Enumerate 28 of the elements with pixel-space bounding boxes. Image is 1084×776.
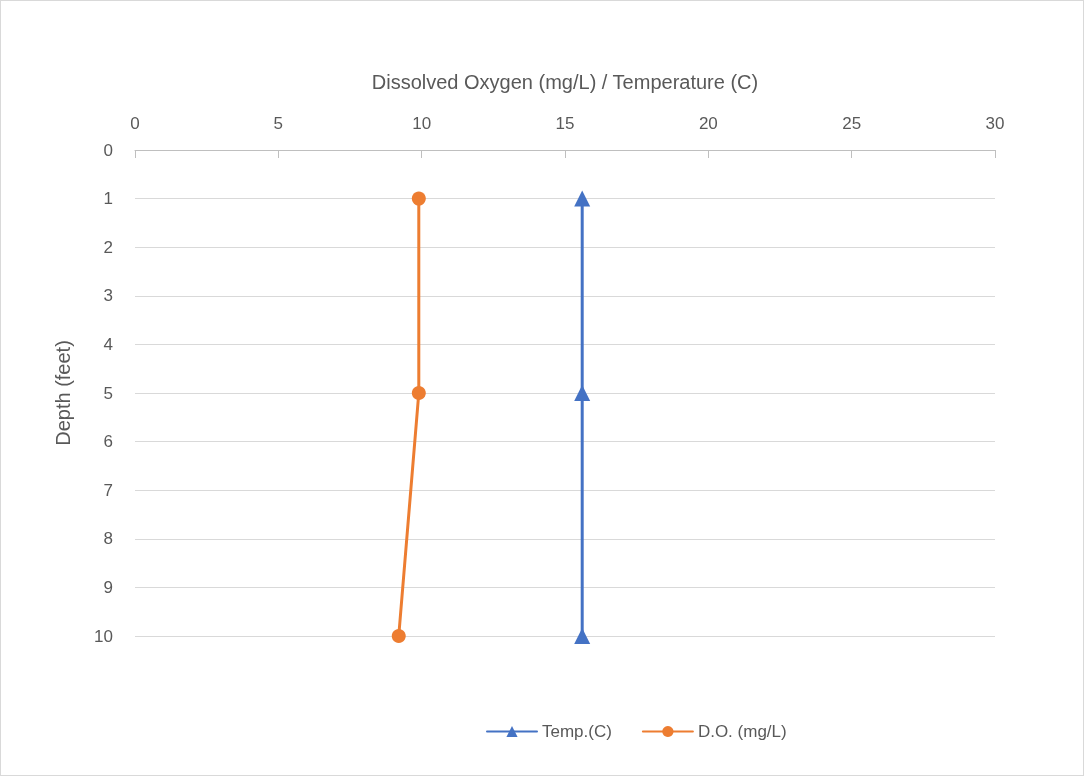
point (574, 190, 591, 207)
y-tick-label: 9 (103, 577, 113, 597)
y-tick-label: 0 (103, 140, 113, 160)
x-tick-label: 20 (698, 114, 718, 133)
y-tick-label: 5 (103, 383, 113, 403)
x-tick-label: 30 (985, 114, 1005, 133)
x-tick-label: 0 (130, 114, 140, 133)
y-tick-label: 3 (103, 286, 113, 306)
y-tick-label: 8 (103, 529, 113, 549)
legend-label: Temp.(C) (542, 722, 612, 741)
y-tick-label: 6 (103, 432, 113, 452)
point (574, 628, 591, 644)
point (411, 191, 426, 206)
y-tick-label: 2 (103, 237, 113, 257)
point (391, 629, 406, 643)
y-tick-label: 4 (103, 334, 113, 354)
x-tick-label: 5 (273, 114, 284, 133)
x-axis-title: Dissolved Oxygen (mg/L) / Temperature (C) (371, 71, 759, 93)
legend-label: D.O. (mg/L) (697, 722, 787, 741)
point (574, 385, 591, 401)
x-tick-label: 15 (555, 114, 575, 133)
y-tick-label: 1 (103, 189, 113, 209)
point (411, 386, 426, 400)
y-axis-title: Depth (feet) (52, 340, 74, 446)
y-tick-label: 7 (103, 480, 113, 500)
y-tick-label: 10 (94, 626, 113, 646)
x-tick-label: 10 (412, 114, 432, 133)
x-tick-label: 25 (842, 114, 862, 133)
